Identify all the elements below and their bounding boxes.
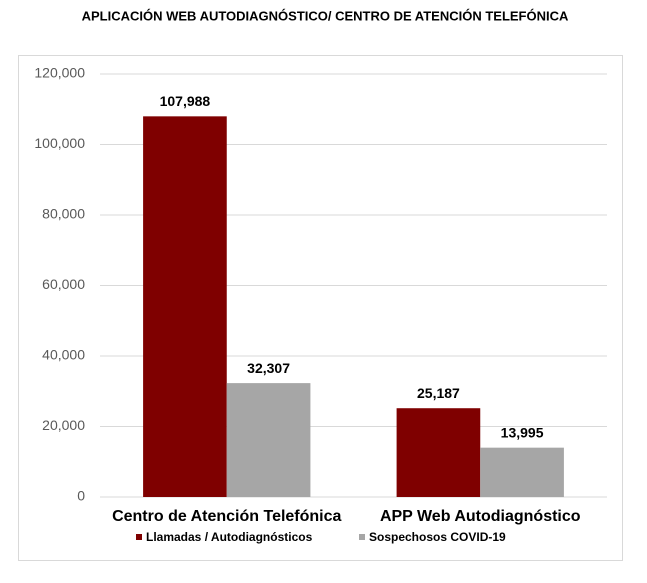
data-label: 32,307 <box>247 360 290 376</box>
y-tick-label: 100,000 <box>34 135 85 151</box>
data-label: 25,187 <box>417 385 460 401</box>
bar <box>143 116 227 498</box>
y-tick-label: 120,000 <box>34 65 85 81</box>
y-tick-label: 60,000 <box>42 276 85 292</box>
data-label: 13,995 <box>501 424 544 440</box>
x-tick-label: APP Web Autodiagnóstico <box>380 508 581 525</box>
y-tick-label: 40,000 <box>42 347 85 363</box>
chart-title: APLICACIÓN WEB AUTODIAGNÓSTICO/ CENTRO D… <box>82 8 569 23</box>
bar <box>480 447 564 497</box>
legend-marker <box>136 534 142 540</box>
data-label: 107,988 <box>160 93 211 109</box>
bar <box>396 408 481 497</box>
y-tick-label: 0 <box>77 488 85 504</box>
y-tick-label: 80,000 <box>42 206 85 222</box>
legend-label: Llamadas / Autodiagnósticos <box>146 530 313 544</box>
legend-label: Sospechosos COVID-19 <box>369 530 506 544</box>
legend-marker <box>359 534 365 540</box>
bar <box>226 383 311 497</box>
x-tick-label: Centro de Atención Telefónica <box>112 508 341 525</box>
y-tick-label: 20,000 <box>42 417 85 433</box>
